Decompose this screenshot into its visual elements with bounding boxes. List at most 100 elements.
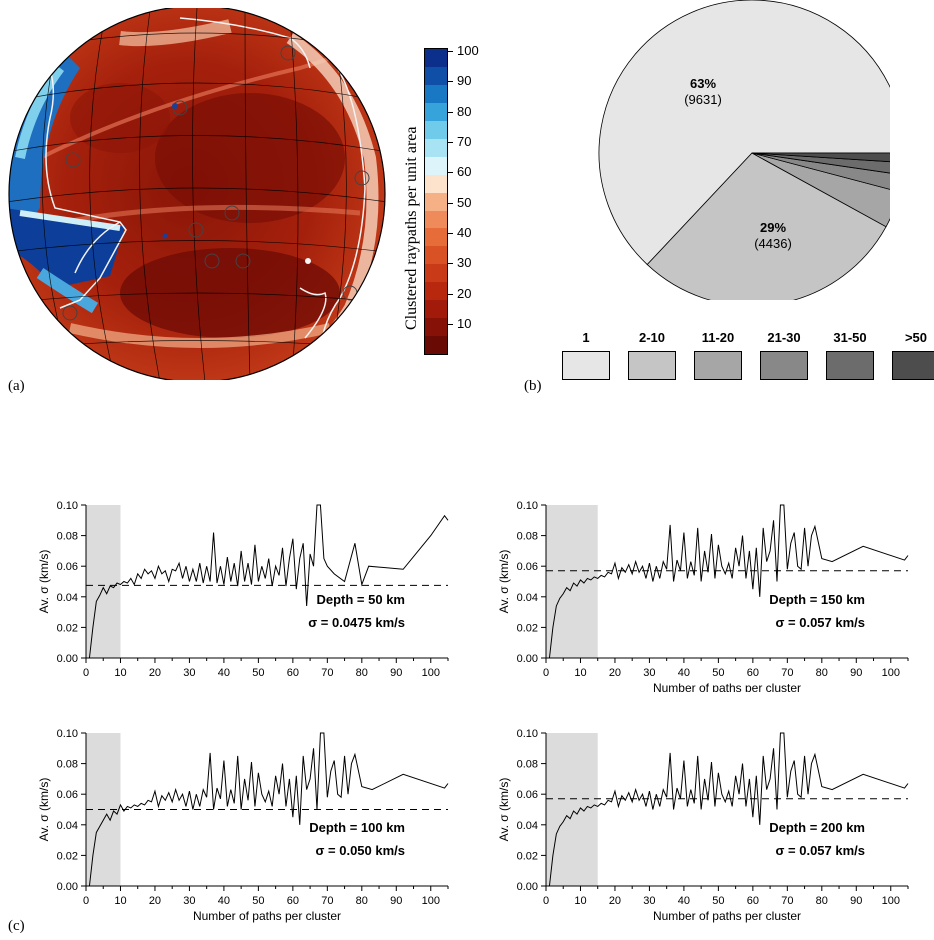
y-tick-label: 0.02 xyxy=(517,622,538,634)
x-axis-label: Number of paths per cluster xyxy=(653,909,801,923)
pie-slice-2130 xyxy=(751,152,890,190)
y-tick-label: 0.00 xyxy=(517,653,538,665)
line-plot-depth-150: 0.00 0.02 0.04 0.06 0.08 0.10 0 10 20 30 40 50 60 70 8… xyxy=(497,500,909,692)
colorbar-label: Clustered raypaths per unit area xyxy=(403,126,420,330)
x-tick-label: 60 xyxy=(747,667,759,679)
pie-slice-1 xyxy=(598,0,890,266)
pie-legend: 1 2-10 11-20 21-30 31-50 >50 xyxy=(562,330,934,385)
y-tick-label: 0.06 xyxy=(517,561,538,573)
x-tick-label: 70 xyxy=(781,667,793,679)
depth-annotation: Depth = 150 km xyxy=(769,592,865,607)
y-axis-label: Av. σ (km/s) xyxy=(497,550,511,614)
colorbar-swatch xyxy=(425,102,447,121)
x-tick-label: 70 xyxy=(781,895,793,907)
colorbar-swatch xyxy=(425,192,447,211)
colorbar-swatch xyxy=(425,264,447,283)
panel-label-b: (b) xyxy=(524,378,542,394)
panel-label-c: (c) xyxy=(8,918,25,934)
y-tick-label: 0.06 xyxy=(57,789,78,801)
y-axis-label: Av. σ (km/s) xyxy=(37,550,51,614)
x-tick-label: 0 xyxy=(543,667,549,679)
x-tick-label: 30 xyxy=(183,667,195,679)
pie-legend-swatch xyxy=(694,351,742,380)
colorbar-swatch xyxy=(425,174,447,193)
sigma-series-line xyxy=(548,504,909,659)
colorbar-ticks: 100 90 80 70 60 50 40 30 20 10 xyxy=(447,43,487,353)
x-tick-label: 90 xyxy=(850,667,862,679)
pie-label-count: (4436) xyxy=(754,236,792,251)
sigma-series-line xyxy=(88,504,449,659)
colorbar-tick-mark xyxy=(447,81,453,83)
x-tick-label: 80 xyxy=(816,895,828,907)
colorbar-tick-mark xyxy=(447,51,453,52)
colorbar-swatch xyxy=(425,84,447,103)
colorbar-tick-label: 30 xyxy=(457,255,472,271)
pie-legend-label: >50 xyxy=(904,330,928,345)
x-tick-label: 50 xyxy=(712,667,724,679)
x-tick-label: 40 xyxy=(678,895,690,907)
pie-slice-3150 xyxy=(751,152,890,174)
y-tick-label: 0.00 xyxy=(57,653,78,665)
line-plot-depth-100: 0.00 0.02 0.04 0.06 0.08 0.10 0 10 20 30 40 50 60 70 8… xyxy=(37,728,449,923)
colorbar-swatch xyxy=(425,336,447,354)
colorbar-swatch xyxy=(425,300,447,319)
pie-legend-swatch xyxy=(760,351,808,380)
x-tick-label: 50 xyxy=(712,895,724,907)
colorbar-swatch xyxy=(425,210,447,229)
x-tick-label: 100 xyxy=(422,895,440,907)
y-tick-label: 0.04 xyxy=(57,820,78,832)
colorbar-tick-label: 80 xyxy=(457,103,472,119)
y-tick-label: 0.06 xyxy=(57,561,78,573)
colorbar-tick-label: 20 xyxy=(457,285,472,301)
y-tick-label: 0.04 xyxy=(517,592,538,604)
x-tick-label: 40 xyxy=(218,667,230,679)
x-tick-label: 10 xyxy=(574,895,586,907)
x-axis-label: Number of paths per cluster xyxy=(193,909,341,923)
y-tick-label: 0.02 xyxy=(57,850,78,862)
x-tick-label: 0 xyxy=(83,895,89,907)
x-tick-label: 10 xyxy=(114,667,126,679)
globe-map xyxy=(8,8,386,380)
x-tick-label: 70 xyxy=(321,667,333,679)
colorbar-tick-label: 70 xyxy=(457,134,472,149)
x-tick-label: 20 xyxy=(609,895,621,907)
colorbar-swatch xyxy=(425,120,447,139)
line-plot-depth-200: 0.00 0.02 0.04 0.06 0.08 0.10 0 10 20 30 40 50 60 70 8… xyxy=(497,728,909,923)
x-tick-label: 30 xyxy=(183,895,195,907)
colorbar-swatch xyxy=(425,49,447,67)
colorbar-tick-mark xyxy=(447,111,453,113)
x-tick-label: 30 xyxy=(643,667,655,679)
sigma-annotation: σ = 0.057 km/s xyxy=(776,615,865,630)
x-tick-label: 80 xyxy=(356,667,368,679)
depth-annotation: Depth = 100 km xyxy=(309,820,405,835)
y-tick-label: 0.04 xyxy=(57,592,78,604)
x-tick-label: 100 xyxy=(882,895,900,907)
colorbar-tick-label: 40 xyxy=(457,225,472,240)
colorbar-tick-mark xyxy=(447,172,453,174)
depth-annotation: Depth = 50 km xyxy=(316,592,405,607)
x-tick-label: 20 xyxy=(149,895,161,907)
shaded-region xyxy=(86,505,121,658)
colorbar-tick-label: 90 xyxy=(457,73,472,89)
x-tick-label: 80 xyxy=(356,895,368,907)
x-tick-label: 40 xyxy=(678,667,690,679)
colorbar-swatch xyxy=(425,67,447,85)
y-tick-label: 0.08 xyxy=(517,531,538,543)
x-tick-label: 40 xyxy=(218,895,230,907)
sigma-series-line xyxy=(548,732,909,887)
y-tick-label: 0.08 xyxy=(517,759,538,771)
y-tick-label: 0.10 xyxy=(517,500,538,512)
panel-label-a: (a) xyxy=(8,378,25,394)
colorbar xyxy=(424,48,448,355)
pie-label-percent: 29% xyxy=(760,220,786,235)
y-tick-label: 0.06 xyxy=(517,789,538,801)
y-tick-label: 0.02 xyxy=(57,622,78,634)
y-tick-label: 0.10 xyxy=(517,728,538,740)
colorbar-tick-mark xyxy=(447,142,453,143)
y-tick-label: 0.00 xyxy=(517,881,538,893)
y-axis-label: Av. σ (km/s) xyxy=(497,778,511,842)
y-tick-label: 0.10 xyxy=(57,728,78,740)
y-tick-label: 0.08 xyxy=(57,531,78,543)
pie-legend-swatch xyxy=(562,351,610,380)
colorbar-swatch xyxy=(425,282,447,301)
